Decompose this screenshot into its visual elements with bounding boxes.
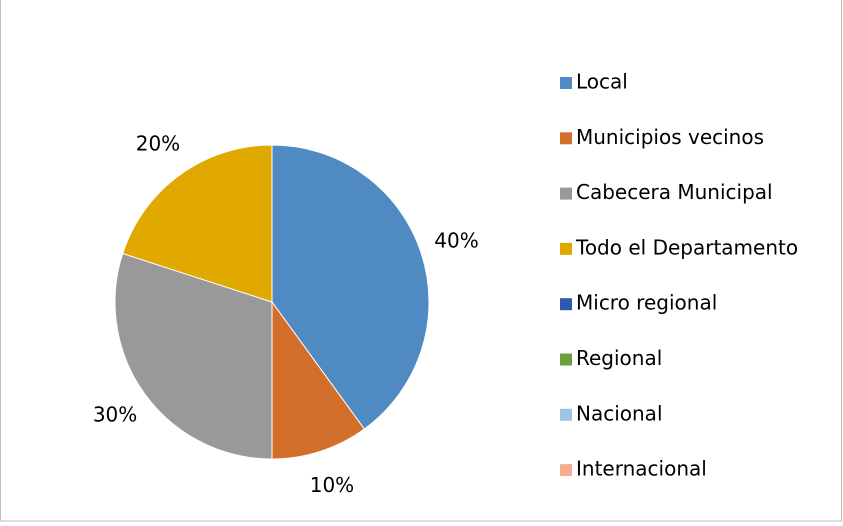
pie-slice xyxy=(114,252,273,460)
data-label: 10% xyxy=(310,473,354,497)
legend-label: Cabecera Municipal xyxy=(576,180,773,204)
legend-label: Regional xyxy=(576,346,662,370)
legend-swatch xyxy=(560,298,572,311)
data-label: 20% xyxy=(136,132,180,156)
legend-label: Local xyxy=(576,70,628,94)
legend-label: Internacional xyxy=(576,457,707,481)
legend-label: Micro regional xyxy=(576,291,717,315)
pie-slice xyxy=(122,144,273,303)
legend-swatch xyxy=(560,187,572,200)
data-label: 30% xyxy=(93,403,137,427)
legend-swatch xyxy=(560,408,572,421)
legend-label: Todo el Departamento xyxy=(575,235,798,259)
legend-swatch xyxy=(560,464,572,477)
legend-swatch xyxy=(560,242,572,255)
legend-swatch xyxy=(560,353,572,366)
pie-slice xyxy=(271,144,430,430)
legend-label: Nacional xyxy=(576,401,663,425)
data-label: 40% xyxy=(434,229,478,253)
legend-label: Municipios vecinos xyxy=(576,125,764,149)
pie-slice xyxy=(271,300,365,460)
legend-swatch xyxy=(560,77,572,89)
legend-swatch xyxy=(560,132,572,145)
